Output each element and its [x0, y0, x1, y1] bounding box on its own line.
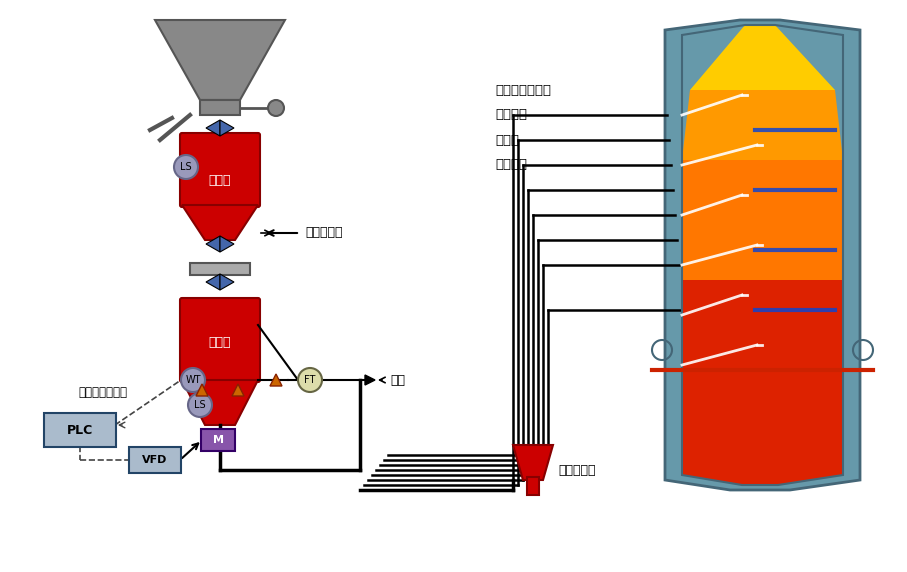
FancyBboxPatch shape: [180, 298, 260, 382]
Polygon shape: [155, 20, 285, 100]
Polygon shape: [513, 445, 553, 480]
Polygon shape: [270, 374, 282, 386]
Polygon shape: [220, 274, 234, 290]
Circle shape: [298, 368, 322, 392]
Polygon shape: [682, 280, 843, 475]
Circle shape: [181, 368, 205, 392]
Polygon shape: [206, 236, 220, 252]
Text: 收料罐: 收料罐: [209, 173, 231, 186]
Polygon shape: [682, 160, 843, 280]
Text: FT: FT: [305, 375, 316, 385]
Text: 炼铁高炉: 炼铁高炉: [495, 109, 527, 121]
FancyBboxPatch shape: [129, 447, 181, 473]
Polygon shape: [220, 236, 234, 252]
Polygon shape: [682, 90, 843, 160]
Circle shape: [268, 100, 284, 116]
Circle shape: [188, 393, 212, 417]
Polygon shape: [182, 205, 258, 240]
Text: 气源: 气源: [390, 374, 405, 387]
Polygon shape: [232, 384, 244, 396]
Text: 给料量连续可调: 给料量连续可调: [78, 387, 127, 399]
FancyBboxPatch shape: [44, 413, 116, 447]
Polygon shape: [182, 380, 258, 425]
Polygon shape: [665, 20, 860, 490]
Polygon shape: [196, 384, 208, 396]
Polygon shape: [682, 475, 843, 485]
Text: 喷吹罐: 喷吹罐: [209, 336, 231, 348]
Text: 管路分配器: 管路分配器: [558, 463, 596, 476]
Text: LS: LS: [180, 162, 191, 172]
Polygon shape: [365, 375, 375, 385]
Polygon shape: [220, 120, 234, 136]
FancyBboxPatch shape: [190, 263, 250, 275]
Text: LS: LS: [194, 400, 206, 410]
FancyBboxPatch shape: [180, 133, 260, 207]
Polygon shape: [690, 25, 835, 90]
Polygon shape: [206, 274, 220, 290]
FancyBboxPatch shape: [200, 100, 240, 115]
Text: 熔炼炉: 熔炼炉: [495, 133, 519, 146]
Text: 炼钔电炉: 炼钔电炉: [495, 158, 527, 172]
Polygon shape: [206, 120, 220, 136]
Text: PLC: PLC: [67, 423, 93, 436]
Text: 流化加压气: 流化加压气: [305, 227, 343, 240]
Text: WT: WT: [185, 375, 200, 385]
Text: M: M: [212, 435, 223, 445]
Text: 循环流化床锅炉: 循环流化床锅炉: [495, 84, 551, 97]
Text: VFD: VFD: [142, 455, 168, 465]
FancyBboxPatch shape: [201, 429, 235, 451]
FancyBboxPatch shape: [527, 477, 539, 495]
Circle shape: [174, 155, 198, 179]
